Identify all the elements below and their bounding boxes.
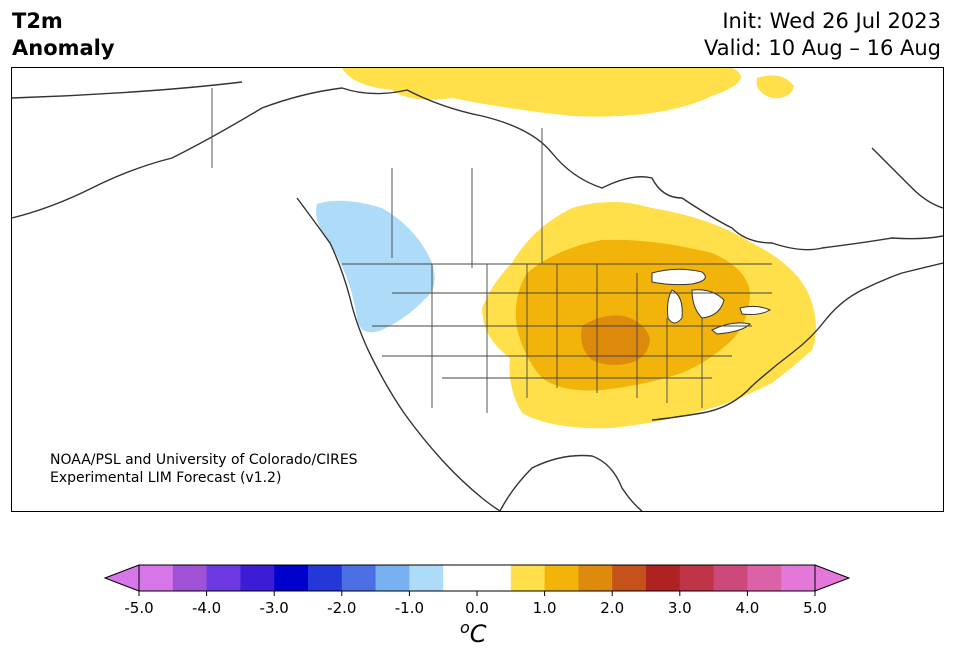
credit-line-2: Experimental LIM Forecast (v1.2) bbox=[50, 470, 281, 486]
valid-range: Valid: 10 Aug – 16 Aug bbox=[703, 36, 941, 60]
colorbar-cell bbox=[781, 565, 816, 591]
credit-line-1: NOAA/PSL and University of Colorado/CIRE… bbox=[50, 452, 358, 468]
colorbar-tick-label: -3.0 bbox=[260, 599, 289, 617]
map-canvas: NOAA/PSL and University of Colorado/CIRE… bbox=[12, 68, 943, 511]
colorbar-tick-label: 3.0 bbox=[668, 599, 692, 617]
colorbar-tick-label: 4.0 bbox=[735, 599, 759, 617]
forecast-dates: Init: Wed 26 Jul 2023 Valid: 10 Aug – 16… bbox=[704, 8, 941, 62]
warm-region-arctic-east bbox=[756, 75, 794, 99]
colorbar-cell bbox=[240, 565, 275, 591]
colorbar-cell bbox=[612, 565, 647, 591]
colorbar-extend-low bbox=[103, 564, 140, 592]
cool-region-pacific-nw bbox=[316, 200, 435, 333]
coastlines bbox=[12, 81, 943, 511]
colorbar-tick-label: 5.0 bbox=[803, 599, 827, 617]
great-lakes bbox=[651, 268, 772, 335]
colorbar-cell bbox=[578, 565, 613, 591]
colorbar-cell bbox=[544, 565, 579, 591]
colorbar-cell bbox=[409, 565, 444, 591]
colorbar-cell bbox=[713, 565, 748, 591]
colorbar-cell bbox=[206, 565, 241, 591]
political-borders bbox=[211, 88, 772, 413]
colorbar-ticks: -5.0 -4.0 -3.0 -2.0 -1.0 0.0 1.0 2.0 3.0 4.0 5.0 bbox=[124, 591, 827, 617]
colorbar-unit-label: oC bbox=[460, 618, 487, 648]
map-title: T2m Anomaly bbox=[12, 8, 115, 62]
colorbar-tick-label: 1.0 bbox=[533, 599, 557, 617]
colorbar-cell bbox=[646, 565, 681, 591]
map-panel: NOAA/PSL and University of Colorado/CIRE… bbox=[11, 67, 944, 512]
colorbar-cell bbox=[375, 565, 410, 591]
colorbar-tick-label: 2.0 bbox=[600, 599, 624, 617]
warm-region-arctic bbox=[342, 68, 741, 117]
colorbar-tick-label: -5.0 bbox=[124, 599, 153, 617]
colorbar-cell bbox=[679, 565, 715, 591]
init-date: Init: Wed 26 Jul 2023 bbox=[722, 9, 941, 33]
colorbar-cells bbox=[139, 565, 816, 591]
colorbar-cell bbox=[274, 565, 309, 591]
colorbar-cell bbox=[510, 565, 546, 591]
colorbar-cell bbox=[477, 565, 512, 591]
title-line-variable: T2m bbox=[12, 9, 63, 33]
colorbar-tick-label: -2.0 bbox=[327, 599, 356, 617]
colorbar-cell bbox=[139, 565, 174, 591]
colorbar-cell bbox=[308, 565, 343, 591]
colorbar-tick-label: 0.0 bbox=[465, 599, 489, 617]
title-line-anomaly: Anomaly bbox=[12, 36, 115, 60]
colorbar-cell bbox=[443, 565, 478, 591]
colorbar-tick-label: -1.0 bbox=[395, 599, 424, 617]
colorbar-extend-high bbox=[814, 564, 851, 592]
warm-region-iowa-missouri bbox=[581, 315, 650, 365]
colorbar-cell bbox=[172, 565, 208, 591]
colorbar-tick-label: -4.0 bbox=[192, 599, 221, 617]
colorbar-cell bbox=[747, 565, 782, 591]
colorbar-cell bbox=[341, 565, 377, 591]
